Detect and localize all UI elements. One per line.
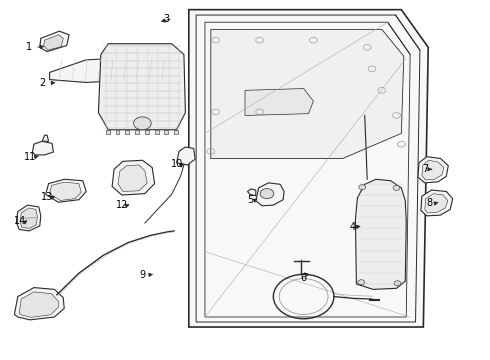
Text: 6: 6 [300,273,307,283]
Polygon shape [145,130,149,134]
Text: 3: 3 [164,14,170,24]
Text: 7: 7 [423,164,429,174]
Polygon shape [425,194,448,213]
Polygon shape [247,189,256,196]
Polygon shape [40,31,69,51]
Circle shape [394,281,401,286]
Circle shape [393,185,400,190]
Text: 1: 1 [26,42,32,52]
Polygon shape [19,292,58,318]
Text: 11: 11 [24,152,36,162]
Polygon shape [422,160,444,180]
Circle shape [358,280,365,285]
Text: 14: 14 [14,216,26,226]
Circle shape [359,185,366,190]
Polygon shape [211,30,404,158]
Polygon shape [189,10,428,327]
Polygon shape [20,208,37,228]
Polygon shape [112,160,155,195]
Polygon shape [421,190,453,216]
Text: 8: 8 [426,198,432,208]
Polygon shape [164,130,168,134]
Polygon shape [116,130,120,134]
Polygon shape [49,56,172,82]
Polygon shape [256,183,284,206]
Circle shape [134,117,151,130]
Polygon shape [205,22,410,317]
Text: 13: 13 [41,192,53,202]
Polygon shape [196,15,420,322]
Polygon shape [118,165,147,192]
Polygon shape [44,35,63,50]
Polygon shape [355,179,406,289]
Text: 4: 4 [349,222,356,231]
Polygon shape [176,147,195,165]
Polygon shape [135,130,139,134]
Polygon shape [49,182,81,201]
Polygon shape [155,130,159,134]
Text: 5: 5 [247,195,253,205]
Polygon shape [245,89,314,116]
Polygon shape [46,179,86,202]
Text: 10: 10 [171,159,183,169]
Polygon shape [16,205,41,231]
Circle shape [260,189,274,199]
Polygon shape [106,130,110,134]
Text: 12: 12 [116,200,128,210]
Text: 9: 9 [139,270,146,280]
Polygon shape [418,157,448,183]
Text: 2: 2 [39,78,46,88]
Polygon shape [42,135,49,141]
Polygon shape [14,288,64,320]
Polygon shape [32,141,53,155]
Polygon shape [98,44,185,130]
Polygon shape [125,130,129,134]
Polygon shape [174,130,178,134]
